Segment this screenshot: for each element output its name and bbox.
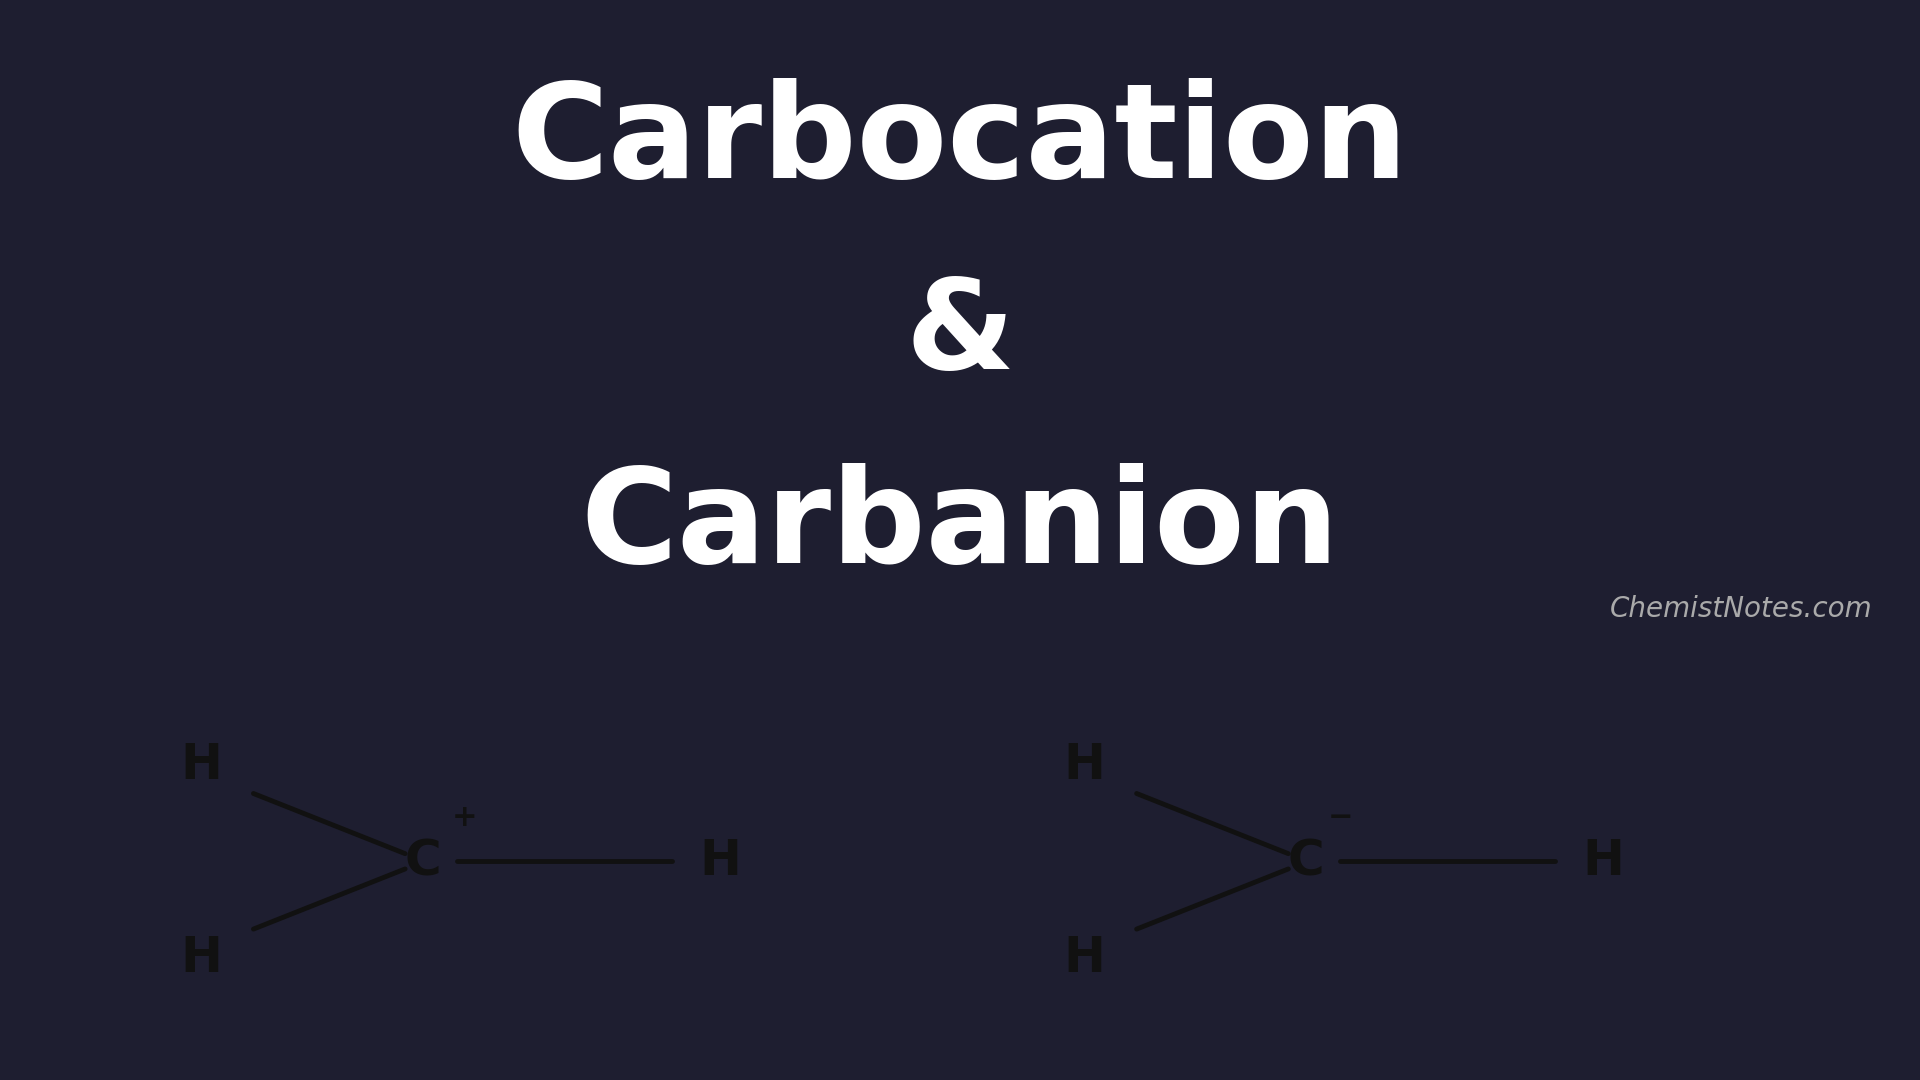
Text: H: H <box>180 933 223 982</box>
Text: C: C <box>1286 837 1325 886</box>
Text: Carbocation: Carbocation <box>511 78 1409 205</box>
Text: H: H <box>699 837 741 886</box>
Text: H: H <box>1064 741 1106 789</box>
Text: &: & <box>906 273 1014 394</box>
Text: H: H <box>1064 933 1106 982</box>
Text: Carbanion: Carbanion <box>580 463 1340 591</box>
Text: +: + <box>451 804 478 832</box>
Text: H: H <box>1582 837 1624 886</box>
Text: H: H <box>180 741 223 789</box>
Text: C: C <box>403 837 442 886</box>
Text: ChemistNotes.com: ChemistNotes.com <box>1609 595 1872 623</box>
Text: −: − <box>1327 804 1354 832</box>
